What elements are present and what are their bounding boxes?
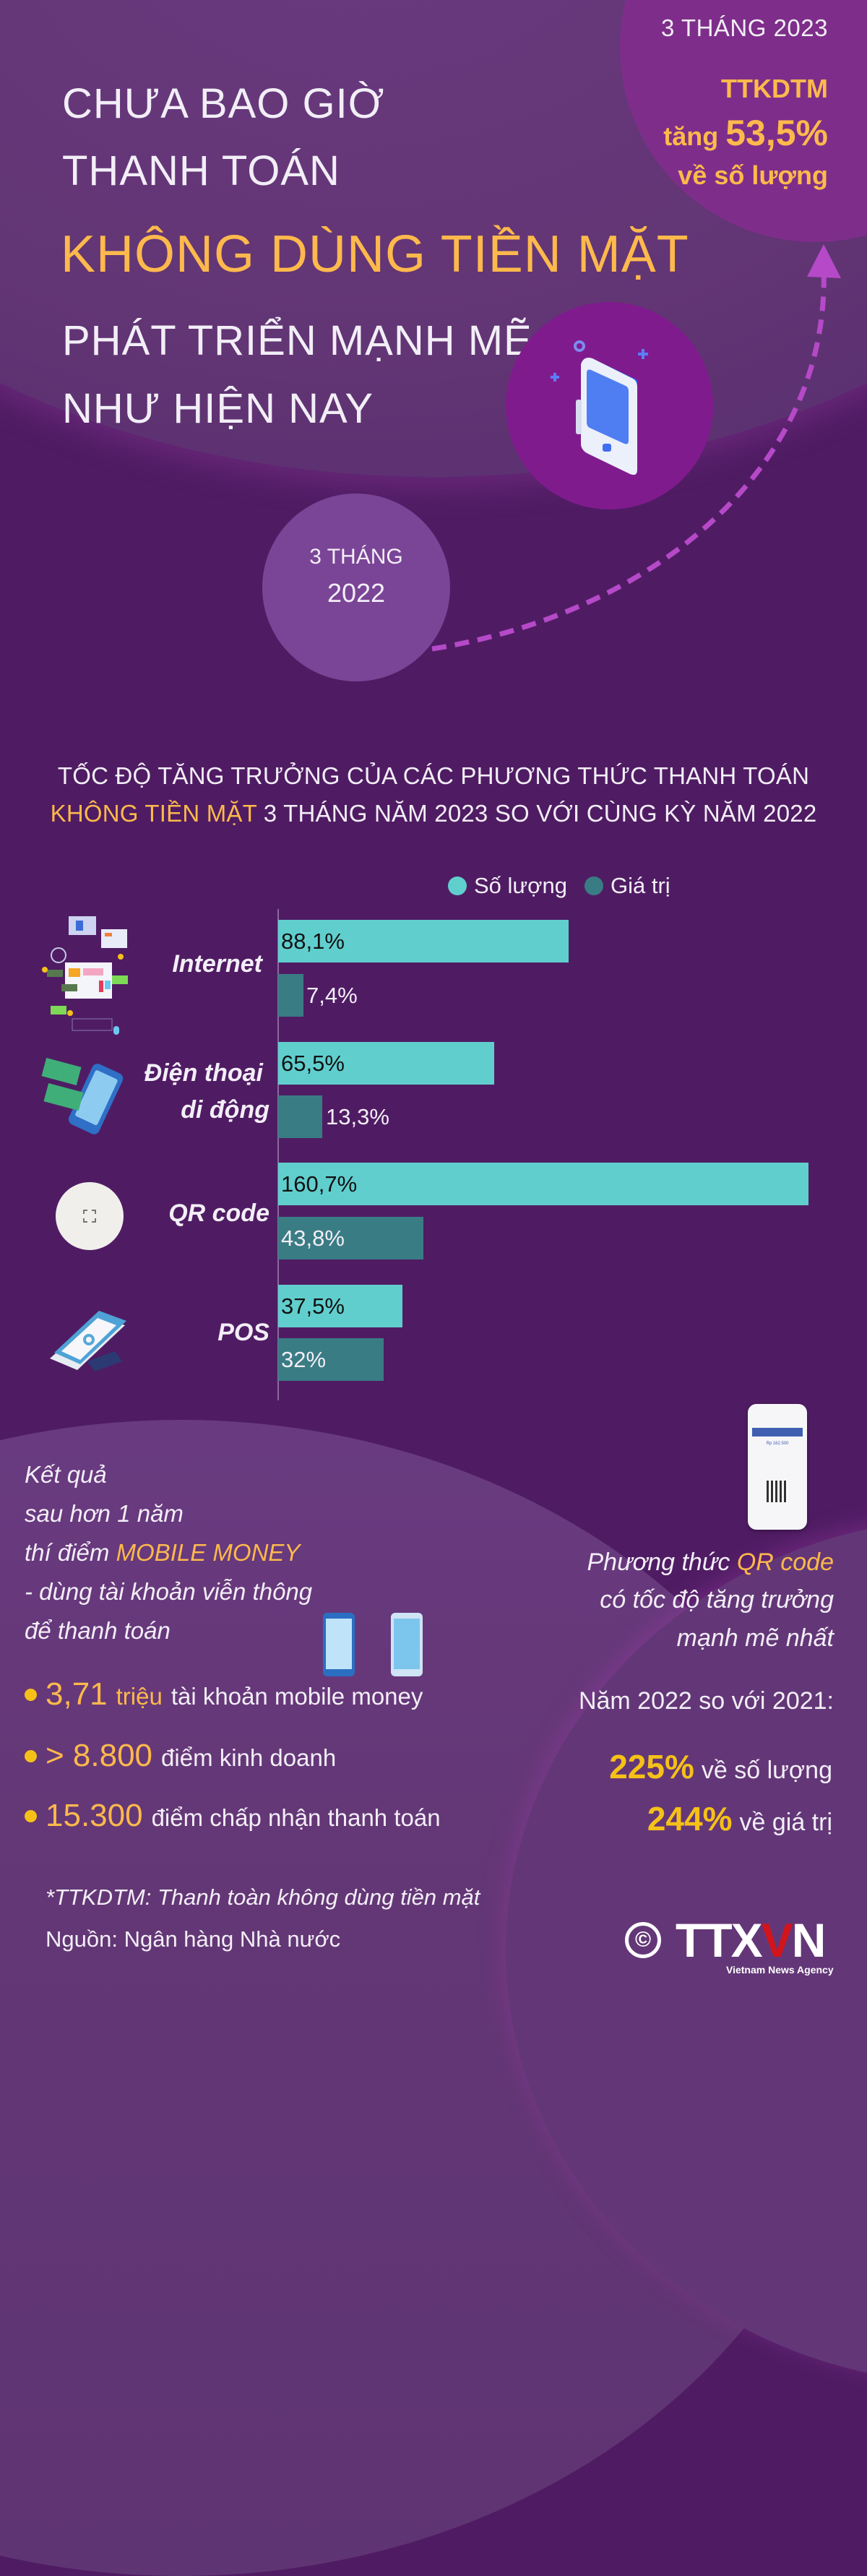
mobile-money-line-3: thí điểm MOBILE MONEY <box>25 1539 300 1567</box>
period-2022-year: 2022 <box>327 578 386 608</box>
stat-number: 15.300 <box>46 1798 143 1833</box>
qr-payment-device-icon: Rp 162.500 <box>748 1404 807 1530</box>
qr-code-icon <box>767 1481 788 1502</box>
qr-note-line-2: có tốc độ tăng trưởng <box>600 1586 834 1614</box>
bullet-icon <box>25 1749 37 1762</box>
logo-wordmark: TTXVN <box>676 1913 827 1967</box>
stat-text: điểm kinh doanh <box>161 1744 337 1771</box>
qr-glyph-icon <box>83 1210 96 1223</box>
chart-legend: Số lượng Giá trị <box>448 873 670 899</box>
growth-arrow-icon <box>431 244 841 652</box>
device-header-bar <box>752 1428 803 1436</box>
bullet-icon <box>25 1688 37 1701</box>
mobile-money-line-1: Kết quả <box>25 1461 107 1488</box>
bar-qr-val-value: 43,8% <box>281 1225 345 1251</box>
category-label-mobile-l2: di động <box>181 1096 269 1124</box>
mobile-money-icon <box>41 1057 124 1134</box>
device-amount: Rp 162.500 <box>766 1442 789 1446</box>
logo-part-v: V <box>761 1913 793 1967</box>
comparison-row-quantity: 225% về số lượng <box>609 1747 832 1786</box>
legend-val-swatch <box>584 876 603 895</box>
chart-title-line-1: TỐC ĐỘ TĂNG TRƯỞNG CỦA CÁC PHƯƠNG THỨC T… <box>57 762 810 789</box>
legend-qty-swatch <box>448 876 467 895</box>
headline-accent: KHÔNG DÙNG TIỀN MẶT <box>61 225 689 283</box>
chart-title-accent: KHÔNG TIỀN MẶT <box>50 800 257 827</box>
bar-pos-qty-value: 37,5% <box>281 1293 345 1319</box>
copyright-icon: © <box>625 1922 661 1958</box>
bar-pos-qty: 37,5% <box>278 1285 402 1327</box>
ttxvn-logo: © TTXVN Vietnam News Agency <box>625 1913 834 1976</box>
logo-part-b: N <box>791 1913 827 1967</box>
bar-qr-qty-value: 160,7% <box>281 1171 358 1197</box>
headline-line-2: THANH TOÁN <box>62 147 340 194</box>
mobile-money-line-4: - dùng tài khoản viễn thông <box>25 1578 313 1605</box>
highlight-2023-suffix: về số lượng <box>678 160 828 190</box>
mobile-money-line-5: để thanh toán <box>25 1617 171 1644</box>
comparison-row-value: 244% về giá trị <box>647 1799 832 1838</box>
period-2022-label: 3 THÁNG <box>309 545 403 569</box>
computer-payment-icon <box>42 916 128 1035</box>
legend-qty-label: Số lượng <box>474 873 567 898</box>
growth-value: 53,5% <box>725 113 828 153</box>
headline-line-4: PHÁT TRIỂN MẠNH MẼ <box>62 317 532 364</box>
growth-verb: tăng <box>663 121 719 151</box>
headline-line-1: CHƯA BAO GIỜ <box>62 80 385 127</box>
comparison-heading: Năm 2022 so với 2021: <box>578 1687 834 1715</box>
highlight-2023-abbr: TTKDTM <box>721 74 828 103</box>
smartphone-icon <box>551 340 648 475</box>
bar-mobile-qty: 65,5% <box>278 1042 494 1085</box>
bar-pos-val-value: 32% <box>281 1346 327 1372</box>
comparison-text: về giá trị <box>739 1809 833 1836</box>
logo-subtitle: Vietnam News Agency <box>726 1964 834 1976</box>
mobile-money-stat-accounts: 3,71 triệu tài khoản mobile money <box>25 1676 423 1713</box>
two-phones-icon <box>323 1613 423 1676</box>
comparison-text: về số lượng <box>701 1757 832 1784</box>
headline-line-5: NHƯ HIỆN NAY <box>62 385 374 432</box>
bar-internet-qty: 88,1% <box>278 920 569 962</box>
bar-internet-val-value: 7,4% <box>306 983 358 1008</box>
bar-pos-val: 32% <box>278 1338 384 1381</box>
footnote: *TTKDTM: Thanh toàn không dùng tiền mặt <box>46 1884 480 1910</box>
mobile-money-prefix: thí điểm <box>25 1539 116 1566</box>
comparison-pct: 244% <box>647 1800 733 1838</box>
chart-title-rest: 3 THÁNG NĂM 2023 SO VỚI CÙNG KỲ NĂM 2022 <box>256 800 817 827</box>
bar-mobile-val <box>278 1095 322 1138</box>
qr-scan-icon <box>56 1182 124 1250</box>
qr-note-accent: QR code <box>736 1548 834 1576</box>
bar-mobile-qty-value: 65,5% <box>281 1050 345 1076</box>
bar-internet-val <box>278 974 303 1017</box>
qr-note-line-1: Phương thức QR code <box>587 1548 834 1577</box>
bar-qr-qty: 160,7% <box>278 1163 808 1205</box>
highlight-2023-date: 3 THÁNG 2023 <box>660 14 828 41</box>
category-label-internet: Internet <box>172 950 262 978</box>
legend-val-label: Giá trị <box>610 873 670 898</box>
mobile-money-line-2: sau hơn 1 năm <box>25 1500 184 1527</box>
mobile-money-stat-acceptance-points: 15.300 điểm chấp nhận thanh toán <box>25 1798 441 1834</box>
stat-unit: triệu <box>116 1683 163 1710</box>
highlight-2023-growth: tăng 53,5% <box>663 112 828 154</box>
stat-text: điểm chấp nhận thanh toán <box>151 1804 441 1831</box>
stat-text: tài khoản mobile money <box>171 1683 423 1710</box>
pos-terminal-icon <box>50 1311 126 1371</box>
mobile-money-stat-business-points: > 8.800 điểm kinh doanh <box>25 1738 336 1774</box>
logo-part-a: TTX <box>676 1913 763 1967</box>
phone-illustration-circle <box>506 302 713 509</box>
stat-number: 3,71 <box>46 1676 108 1712</box>
stat-number: > 8.800 <box>46 1738 153 1773</box>
bar-internet-qty-value: 88,1% <box>281 928 345 954</box>
bar-mobile-val-value: 13,3% <box>326 1104 389 1129</box>
qr-note-prefix: Phương thức <box>587 1548 737 1576</box>
chart-axis <box>277 909 279 1400</box>
category-label-mobile-l1: Điện thoại <box>144 1059 263 1087</box>
qr-note-line-3: mạnh mẽ nhất <box>676 1624 834 1652</box>
period-2022-circle: 3 THÁNG 2022 <box>262 494 450 681</box>
category-label-qr: QR code <box>168 1199 269 1227</box>
category-label-pos: POS <box>217 1319 269 1346</box>
bullet-icon <box>25 1809 37 1822</box>
chart-title-line-2: KHÔNG TIỀN MẶT 3 THÁNG NĂM 2023 SO VỚI C… <box>0 800 867 827</box>
source-note: Nguồn: Ngân hàng Nhà nước <box>46 1926 341 1952</box>
bar-qr-val: 43,8% <box>278 1217 423 1259</box>
mobile-money-accent: MOBILE MONEY <box>116 1539 301 1566</box>
comparison-pct: 225% <box>609 1748 694 1785</box>
